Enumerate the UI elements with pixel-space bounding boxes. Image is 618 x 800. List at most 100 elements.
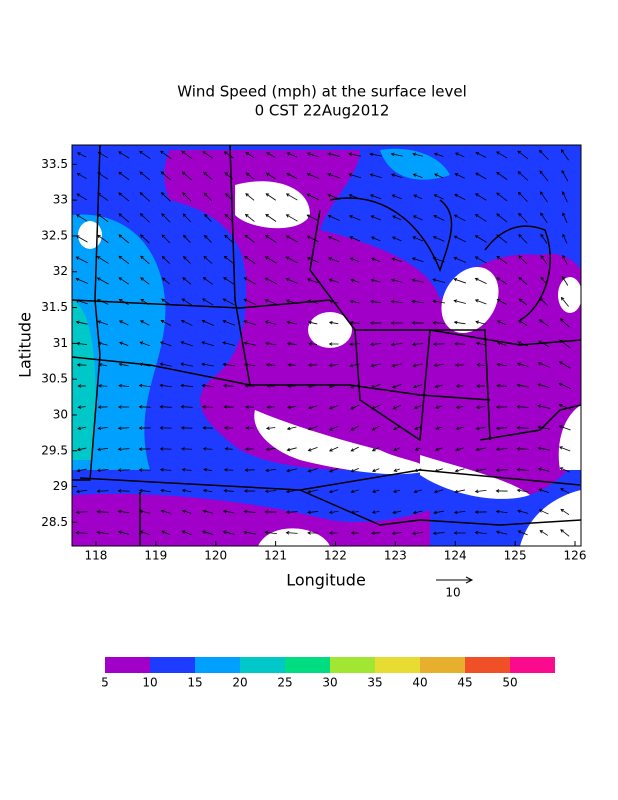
wind-arrow: [372, 468, 380, 472]
wind-arrow: [76, 489, 88, 493]
wind-arrow: [182, 171, 192, 181]
wind-arrow-head: [516, 467, 521, 472]
wind-arrow-head: [118, 320, 123, 324]
wind-arrow-head: [160, 192, 165, 196]
wind-arrow: [223, 298, 235, 306]
wind-arrow-head: [307, 427, 312, 431]
wind-arrow: [203, 256, 213, 264]
wind-arrow-head: [538, 488, 543, 492]
wind-arrow: [223, 510, 235, 514]
wind-arrow: [559, 425, 571, 431]
wind-arrow: [76, 214, 88, 222]
plot-frame: [71, 144, 582, 547]
wind-arrow: [475, 321, 487, 325]
wind-arrow-head: [160, 320, 165, 324]
wind-arrow-head: [539, 191, 544, 195]
field-region: [558, 405, 581, 470]
wind-arrow-head: [390, 278, 395, 283]
wind-arrow-head: [350, 448, 355, 452]
wind-arrow: [77, 447, 87, 451]
wind-arrow-head: [540, 276, 544, 281]
wind-arrow: [538, 447, 550, 451]
wind-arrow-head: [265, 341, 269, 346]
wind-arrow: [183, 235, 191, 243]
wind-arrow: [559, 361, 571, 369]
wind-arrow-head: [412, 363, 417, 368]
wind-arrow-head: [369, 321, 374, 325]
wind-arrow: [435, 405, 443, 409]
wind-arrow: [476, 426, 486, 430]
wind-arrow: [139, 171, 151, 181]
wind-arrow: [307, 152, 319, 158]
wind-arrow: [539, 319, 549, 327]
wind-arrow-head: [559, 467, 564, 471]
wind-arrow: [496, 213, 508, 223]
wind-arrow-head: [475, 320, 480, 325]
wind-arrow: [224, 151, 234, 159]
wind-arrow-head: [350, 468, 355, 473]
wind-arrow: [394, 468, 400, 472]
wind-arrow: [225, 448, 233, 450]
wind-arrow-head: [371, 257, 375, 261]
wind-arrow: [160, 171, 172, 181]
wind-arrow: [391, 300, 403, 304]
field-region: [72, 300, 96, 460]
wind-arrow-head: [286, 172, 290, 177]
wind-arrow: [540, 212, 548, 224]
wind-arrow-head: [118, 383, 122, 388]
wind-arrow: [540, 191, 548, 203]
wind-arrow: [266, 172, 276, 180]
wind-arrow-head: [201, 383, 206, 388]
wind-arrow: [288, 364, 296, 366]
wind-arrow: [140, 530, 150, 536]
wind-arrow: [454, 510, 466, 514]
wind-arrow-head: [77, 426, 82, 431]
wind-arrow-head: [540, 212, 544, 217]
field-region: [78, 221, 102, 249]
wind-arrow: [119, 320, 129, 326]
wind-arrow-head: [432, 299, 437, 304]
wind-arrow: [413, 510, 423, 514]
wind-arrow-head: [455, 426, 460, 431]
wind-arrow-head: [223, 277, 227, 281]
wind-arrow: [350, 300, 360, 304]
wind-arrow-head: [181, 171, 186, 175]
wind-arrow: [496, 531, 508, 535]
wind-arrow: [561, 149, 569, 161]
wind-arrow-head: [201, 298, 206, 302]
wind-arrow: [266, 427, 276, 429]
wind-arrow-head: [537, 361, 542, 366]
wind-arrow: [244, 320, 256, 326]
wind-arrow-head: [265, 447, 270, 452]
wind-arrow-head: [453, 510, 458, 515]
wind-arrow-head: [306, 152, 311, 156]
wind-arrow-head: [202, 151, 207, 155]
wind-arrow-head: [264, 489, 269, 494]
wind-arrow-head: [475, 426, 480, 431]
wind-arrow: [497, 385, 507, 387]
wind-arrow: [202, 298, 214, 306]
wind-arrow: [308, 447, 318, 451]
wind-arrow: [244, 277, 256, 285]
wind-arrow: [307, 214, 319, 222]
wind-arrow: [351, 446, 359, 452]
wind-arrow-head: [540, 255, 544, 259]
wind-arrow-head: [475, 341, 480, 346]
wind-arrow-head: [138, 405, 143, 409]
wind-arrow: [518, 255, 528, 265]
wind-arrow: [160, 363, 172, 367]
wind-arrow: [559, 382, 571, 390]
wind-arrow: [538, 340, 550, 348]
colorbar-box: [285, 657, 330, 673]
wind-arrow-head: [496, 362, 501, 367]
wind-arrow-head: [223, 468, 228, 472]
wind-arrow: [475, 489, 487, 493]
x-tick-label: 122: [324, 549, 347, 563]
wind-arrow-head: [454, 489, 459, 494]
wind-arrow-head: [285, 214, 290, 218]
wind-arrow-head: [328, 427, 333, 431]
wind-arrow-head: [140, 320, 144, 324]
wind-arrow-head: [496, 320, 501, 324]
wind-arrow: [453, 278, 467, 284]
wind-arrow-head: [413, 384, 417, 389]
